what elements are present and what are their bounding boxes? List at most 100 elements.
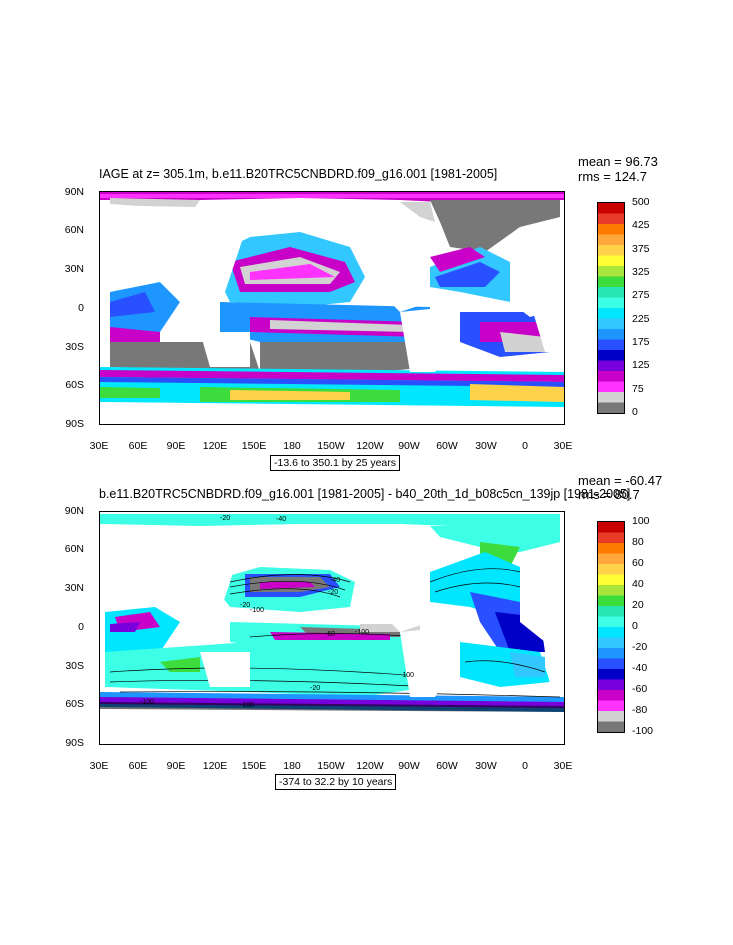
lon-label: 180	[283, 760, 301, 772]
colorbar-label: 375	[632, 242, 650, 255]
lon-label: 60E	[128, 440, 148, 452]
map-frame-2: -20 -40 -40 -20 -20 -100 -60 -100 -100 -20 -100 -10…	[99, 511, 565, 745]
colorbar-swatch	[598, 543, 624, 554]
colorbar-swatch	[598, 679, 624, 691]
colorbar-swatch	[598, 339, 624, 351]
colorbar-swatch	[598, 360, 624, 372]
colorbar-label: 20	[632, 599, 644, 611]
lon-label: 90W	[398, 760, 420, 772]
contour-label: -40	[330, 577, 340, 584]
colorbar-label: 100	[632, 515, 650, 527]
lon-label: 30E	[89, 760, 109, 772]
colorbar-label: 125	[632, 359, 650, 372]
colorbar-swatch	[598, 669, 624, 680]
panel-1-title: IAGE at z= 305.1m, b.e11.B20TRC5CNBDRD.f…	[99, 167, 498, 181]
lat-label: 90N	[64, 186, 84, 198]
colorbar-swatch	[598, 245, 624, 256]
colorbar-swatch	[598, 371, 624, 382]
colorbar-swatch	[598, 287, 624, 298]
colorbar-label: 0	[632, 406, 638, 418]
lon-label: 60W	[436, 440, 458, 452]
colorbar-swatch	[598, 318, 624, 330]
contour-label: -100	[240, 702, 254, 709]
colorbar-swatch	[598, 350, 624, 361]
colorbar-swatch	[598, 381, 624, 393]
colorbar-swatch	[598, 690, 624, 701]
lat-label: 0	[78, 302, 84, 314]
contour-label: -20	[310, 685, 320, 692]
colorbar-swatch	[598, 297, 624, 309]
colorbar-swatch	[598, 402, 624, 413]
lat-label: 60N	[64, 224, 84, 236]
lat-label: 0	[78, 621, 84, 633]
colorbar-label: -100	[632, 725, 654, 737]
lat-label: 30S	[65, 660, 84, 672]
lat-label: 30N	[64, 582, 84, 594]
colorbar-label: 175	[632, 336, 650, 348]
colorbar-swatch	[598, 255, 624, 267]
lon-label: 30E	[89, 440, 109, 452]
colorbar-swatch	[598, 606, 624, 617]
colorbar-label: 500	[632, 196, 650, 208]
range-note-1: -13.6 to 350.1 by 25 years	[270, 455, 400, 471]
colorbar-1-swatches	[598, 203, 624, 413]
lat-label: 30S	[65, 341, 84, 353]
colorbar-swatch	[598, 532, 624, 544]
colorbar-swatch	[598, 711, 624, 722]
panel-1-rms: rms = 124.7	[578, 169, 648, 184]
contour-label: -100	[355, 629, 369, 636]
panel-2-title: b.e11.B20TRC5CNBDRD.f09_g16.001 [1981-20…	[99, 487, 631, 501]
colorbar-swatch	[598, 627, 624, 638]
colorbar-swatch	[598, 224, 624, 235]
lat-label: 60N	[64, 543, 84, 555]
colorbar-label: -40	[632, 662, 648, 674]
lon-label: 0	[522, 440, 528, 452]
colorbar-swatch	[598, 595, 624, 607]
lon-label: 120E	[202, 440, 228, 452]
colorbar-swatch	[598, 721, 624, 732]
lon-label: 30E	[553, 440, 573, 452]
colorbar-swatch	[598, 203, 624, 214]
lon-label: 0	[522, 760, 528, 772]
colorbar-swatch	[598, 564, 624, 575]
contour-label: -20	[240, 602, 250, 609]
colorbar-label: 0	[632, 620, 638, 632]
map-frame-1	[99, 191, 565, 425]
colorbar-2-swatches	[598, 522, 624, 732]
lon-label: 150W	[317, 760, 345, 772]
colorbar-label: 60	[632, 557, 644, 569]
lat-label: 90N	[64, 505, 84, 517]
colorbar-swatch	[598, 329, 624, 340]
lon-label: 90W	[398, 440, 420, 452]
lat-label: 90S	[65, 737, 84, 749]
lon-label: 60W	[436, 760, 458, 772]
colorbar-label: 275	[632, 289, 650, 302]
colorbar-label: 225	[632, 312, 650, 325]
colorbar-label: 75	[632, 382, 644, 395]
colorbar-swatch	[598, 553, 624, 565]
colorbar-swatch	[598, 616, 624, 628]
lon-label: 30W	[475, 760, 497, 772]
colorbar-swatch	[598, 637, 624, 649]
age-difference-map-2: -20 -40-40-20-20-100-60 -100-100-20-100-10…	[100, 514, 564, 744]
contour-label: -60	[325, 631, 335, 638]
lon-label: 90E	[166, 440, 186, 452]
colorbar-swatch	[598, 648, 624, 659]
ocean-age-map-1	[100, 192, 564, 424]
contour-label: -100	[400, 672, 414, 679]
panel-2-mean: mean = -60.47	[578, 473, 663, 488]
colorbar-swatch	[598, 574, 624, 586]
colorbar-swatch	[598, 308, 624, 319]
lon-label: 90E	[166, 760, 186, 772]
contour-label: -20	[328, 589, 338, 596]
colorbar-swatch	[598, 392, 624, 403]
contour-label: -100	[140, 699, 154, 706]
colorbar-swatch	[598, 522, 624, 533]
colorbar-2	[597, 521, 625, 733]
colorbar-label: 40	[632, 578, 644, 590]
colorbar-label: -80	[632, 704, 648, 716]
panel-2-rms: rms = 80.7	[578, 487, 640, 502]
lat-label: 90S	[65, 418, 84, 430]
colorbar-1	[597, 202, 625, 414]
lon-label: 120W	[356, 760, 384, 772]
